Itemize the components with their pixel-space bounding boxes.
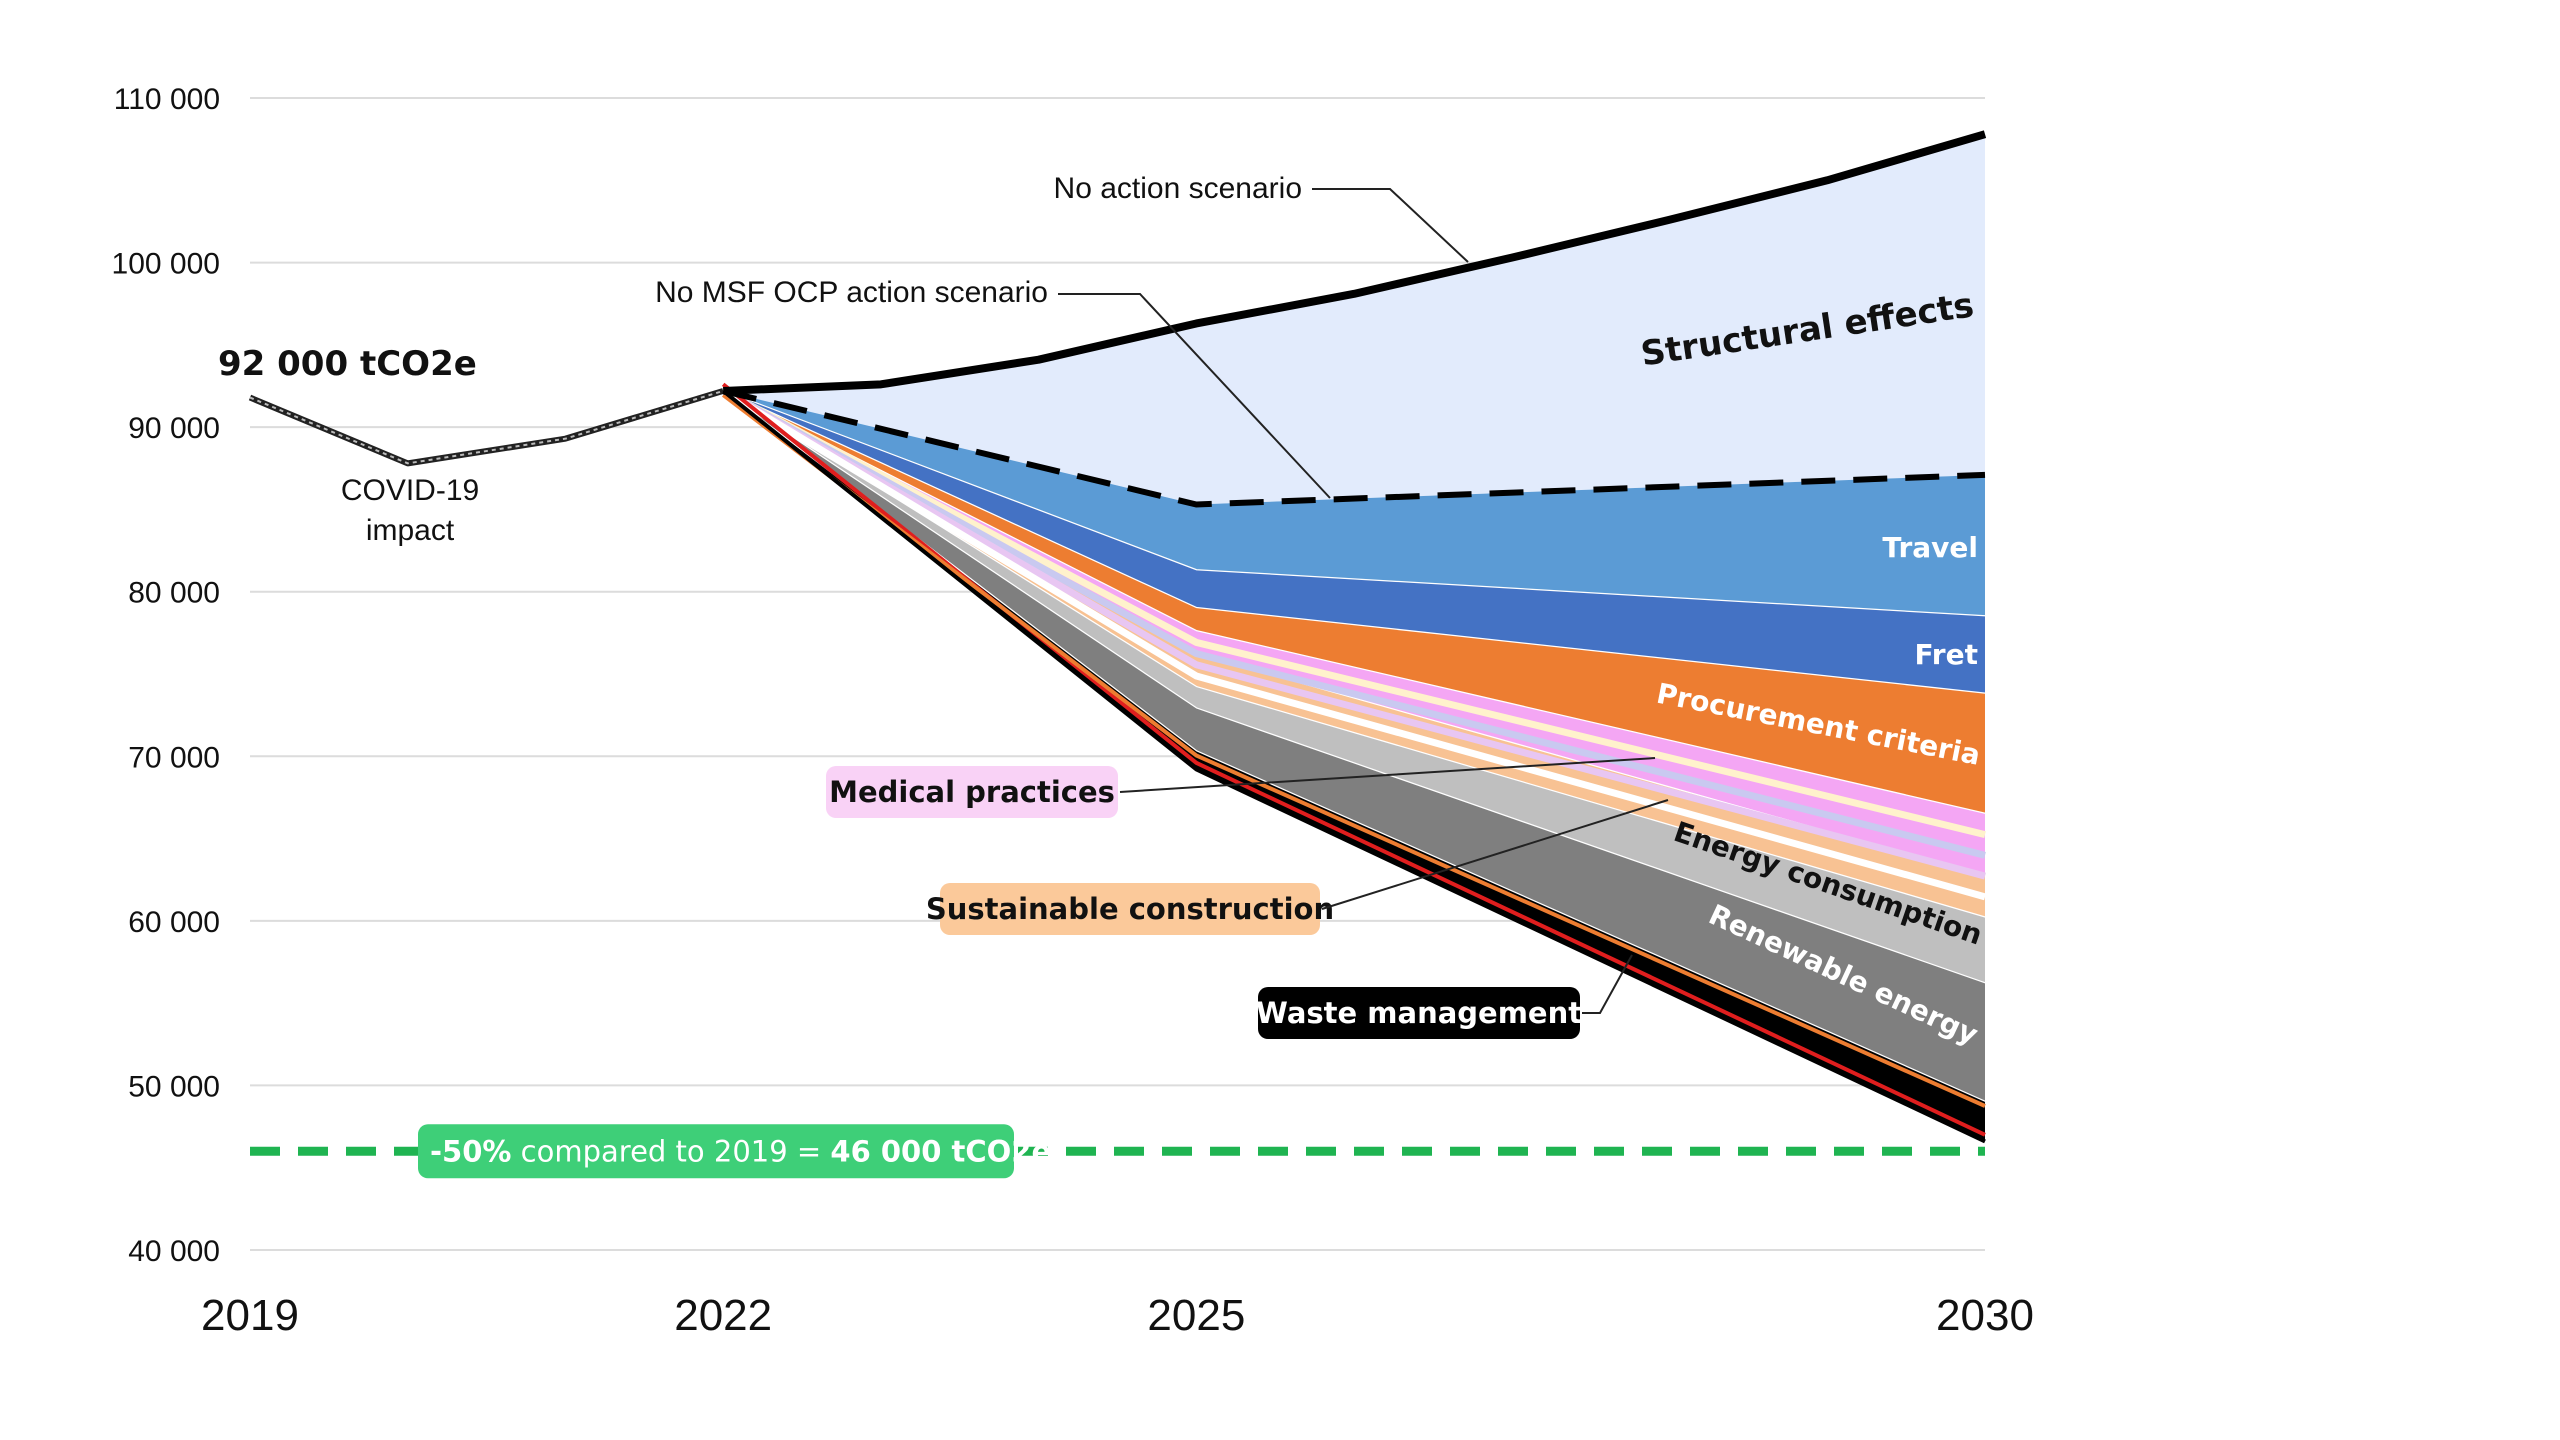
historical-line-highlight	[249, 389, 724, 465]
band-red-stripe	[721, 382, 1986, 1137]
y-axis-ticks: 110 000 100 000 90 000 80 000 70 000 60 000 50…	[112, 83, 220, 1268]
band-waste-management	[723, 390, 1985, 1142]
y-tick-label: 80 000	[128, 577, 220, 610]
band-travel	[723, 390, 1985, 617]
no-action-label: No action scenario	[1054, 172, 1302, 205]
reduction-bands	[721, 134, 1986, 1143]
target-pill	[418, 1124, 1014, 1179]
pill-leader	[1582, 954, 1633, 1014]
x-tick-label: 2022	[674, 1291, 772, 1340]
band-procurement-criteria	[723, 390, 1985, 814]
y-tick-label: 40 000	[128, 1235, 220, 1268]
pill-medical-practices	[826, 766, 1118, 818]
pill-label-medical-practices: Medical practices	[829, 775, 1115, 809]
start-value-label: 92 000 tCO2e	[218, 344, 477, 384]
band-fret	[723, 390, 1985, 694]
bottom-outline	[721, 389, 1986, 1144]
y-tick-label: 90 000	[128, 412, 220, 445]
target-label: -50% compared to 2019 = 46 000 tCO2e	[430, 1134, 1051, 1168]
band-label-fret: Fret	[1914, 638, 1978, 671]
pill-leader	[1321, 799, 1669, 910]
pill-sustainable-construction	[940, 883, 1320, 935]
y-tick-label: 50 000	[128, 1070, 220, 1103]
x-axis-ticks: 2019 2022 2025 2030	[201, 1291, 2034, 1340]
x-tick-label: 2025	[1147, 1291, 1245, 1340]
no-msf-ocp-label: No MSF OCP action scenario	[655, 276, 1048, 309]
pill-label-waste-management: Waste management	[1256, 996, 1582, 1030]
band-stripe	[721, 387, 1986, 901]
covid-label-line1: COVID-19	[341, 474, 479, 507]
x-tick-label: 2030	[1936, 1291, 2034, 1340]
structural-effects-band	[723, 134, 1985, 505]
no-action-leader	[1312, 188, 1469, 263]
band-label-travel: Travel	[1882, 531, 1978, 564]
y-tick-label: 60 000	[128, 906, 220, 939]
y-tick-label: 110 000	[114, 83, 220, 116]
pill-waste-management	[1258, 987, 1580, 1039]
covid-label-line2: impact	[366, 514, 455, 547]
x-tick-label: 2019	[201, 1291, 299, 1340]
no-msf-ocp-leader	[1058, 293, 1331, 499]
pill-leader	[1119, 757, 1656, 793]
band-energy-consumption	[723, 390, 1985, 984]
band-renewable-energy	[723, 390, 1985, 1102]
y-tick-label: 100 000	[112, 248, 220, 281]
no-msf-ocp-line	[722, 388, 1986, 508]
no-action-line	[723, 130, 1987, 395]
pill-label-sustainable-construction: Sustainable construction	[926, 892, 1334, 926]
y-tick-label: 70 000	[128, 741, 220, 774]
